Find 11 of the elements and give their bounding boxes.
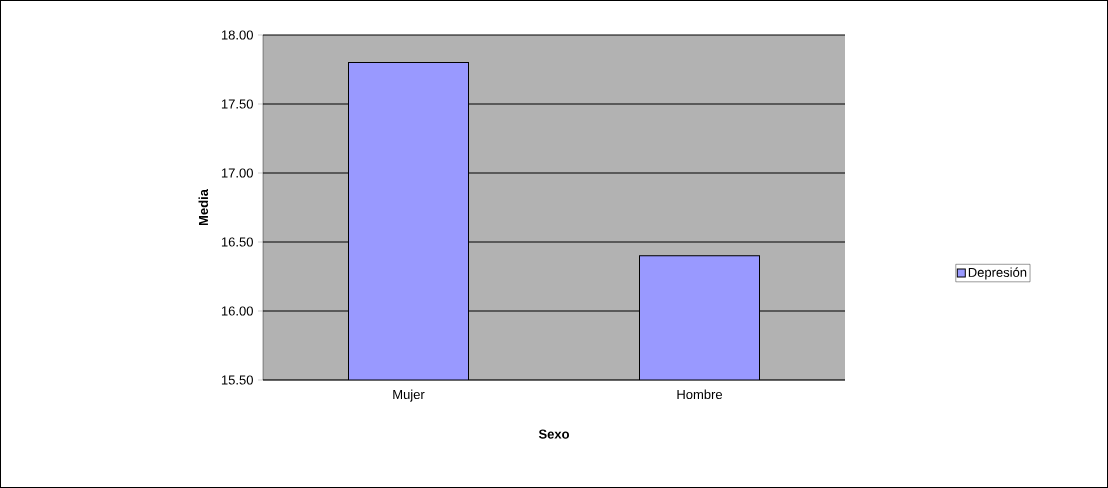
y-tick-label: 16.50 [221,237,253,247]
y-tick-label: 16.00 [221,306,253,316]
legend-label: Depresión [968,267,1027,280]
x-tick-label: Mujer [393,389,425,402]
y-tick-label: 15.50 [221,375,253,385]
y-tick-label: 17.00 [221,168,253,178]
x-axis-title: Sexo [538,429,570,439]
y-tick-label: 18.00 [221,30,253,40]
x-tick-label: Hombre [677,389,723,400]
y-axis-title: Media [198,189,209,226]
y-tick-label: 17.50 [221,99,253,109]
